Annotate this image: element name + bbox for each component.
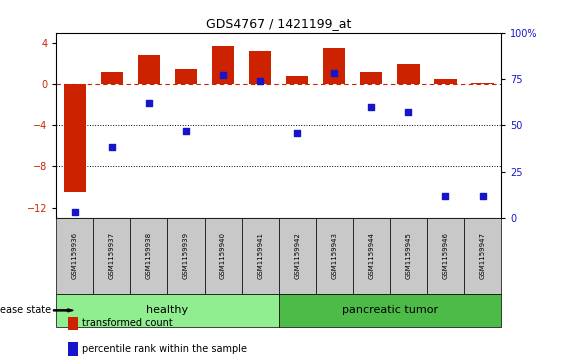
Bar <box>175 69 197 84</box>
Bar <box>64 84 86 192</box>
Bar <box>435 79 457 84</box>
Point <box>293 130 302 135</box>
Title: GDS4767 / 1421199_at: GDS4767 / 1421199_at <box>206 17 351 30</box>
Point <box>70 209 79 215</box>
Bar <box>138 55 160 84</box>
Text: disease state: disease state <box>0 305 51 315</box>
Point <box>218 72 227 78</box>
Bar <box>101 72 123 84</box>
Point <box>441 193 450 199</box>
Text: GSM1159944: GSM1159944 <box>368 232 374 280</box>
Point <box>145 100 154 106</box>
Text: GSM1159940: GSM1159940 <box>220 232 226 280</box>
Text: GSM1159938: GSM1159938 <box>146 232 152 280</box>
Bar <box>397 64 419 84</box>
Point <box>404 109 413 115</box>
Bar <box>212 46 234 84</box>
Text: GSM1159939: GSM1159939 <box>183 232 189 280</box>
Bar <box>286 76 309 84</box>
Text: percentile rank within the sample: percentile rank within the sample <box>82 344 247 354</box>
Point <box>181 128 190 134</box>
Point <box>478 193 487 199</box>
Text: GSM1159946: GSM1159946 <box>443 232 449 280</box>
Point <box>108 144 117 150</box>
Text: GSM1159937: GSM1159937 <box>109 232 115 280</box>
Text: GSM1159943: GSM1159943 <box>331 232 337 280</box>
Text: healthy: healthy <box>146 305 189 315</box>
Text: GSM1159947: GSM1159947 <box>480 232 485 280</box>
Text: GSM1159942: GSM1159942 <box>294 232 300 280</box>
Bar <box>360 72 382 84</box>
Text: GSM1159945: GSM1159945 <box>405 232 412 280</box>
Bar <box>323 48 346 84</box>
Point <box>256 78 265 84</box>
Point <box>367 104 376 110</box>
Text: pancreatic tumor: pancreatic tumor <box>342 305 438 315</box>
Point <box>330 70 339 76</box>
Text: GSM1159941: GSM1159941 <box>257 232 263 280</box>
Text: GSM1159936: GSM1159936 <box>72 232 78 280</box>
Bar <box>471 83 494 84</box>
Bar <box>249 51 271 84</box>
Text: transformed count: transformed count <box>82 318 172 329</box>
